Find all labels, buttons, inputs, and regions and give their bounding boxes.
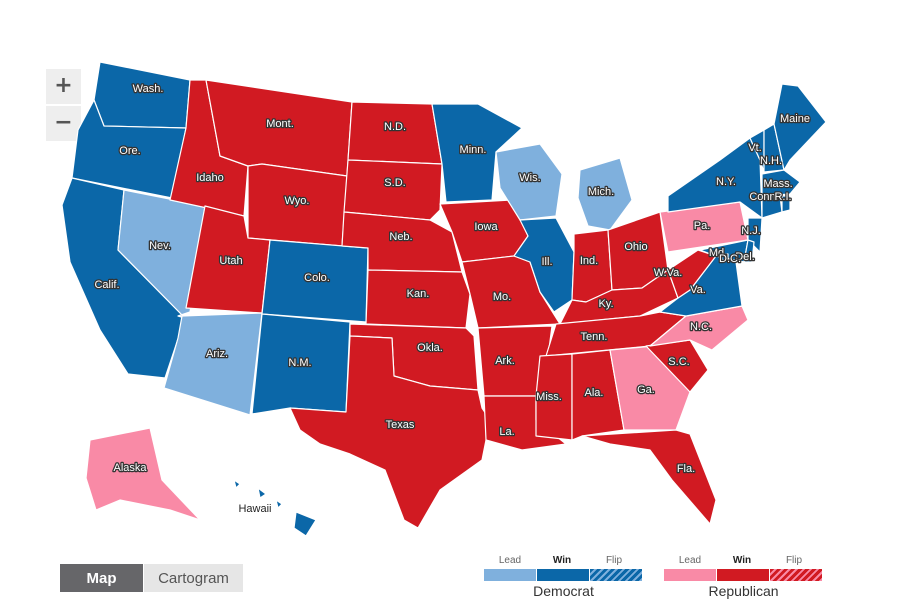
cartogram-view-button[interactable]: Cartogram	[144, 564, 243, 592]
state-label-mt: Mont.	[266, 118, 294, 130]
state-label-ms: Miss.	[536, 391, 562, 403]
legend-rep-lead-label: Lead	[678, 555, 702, 566]
legend-republican: Lead Win Flip Republican	[664, 555, 823, 599]
state-hi[interactable]	[233, 479, 317, 537]
state-label-de: Del.	[735, 251, 755, 263]
state-label-mn: Minn.	[460, 144, 487, 156]
state-label-sc: S.C.	[668, 356, 689, 368]
state-label-ia: Iowa	[474, 221, 498, 233]
legend-dem-lead-label: Lead	[498, 555, 522, 566]
us-election-map: Wash. Ore. Calif. Nev. Idaho Mont. Wyo. Utah Ari…	[61, 61, 827, 537]
state-wi[interactable]	[495, 143, 563, 221]
legend-dem-lead-swatch	[484, 569, 536, 581]
state-label-va: Va.	[690, 284, 706, 296]
state-label-ky: Ky.	[598, 298, 613, 310]
state-label-tn: Tenn.	[581, 331, 608, 343]
state-wv[interactable]	[667, 249, 717, 299]
state-il[interactable]	[513, 217, 575, 313]
state-ma[interactable]	[761, 169, 801, 197]
state-label-hi: Hawaii	[238, 503, 271, 515]
state-de[interactable]	[743, 239, 755, 263]
state-ks[interactable]	[365, 269, 471, 329]
state-label-mo: Mo.	[493, 291, 511, 303]
state-dc[interactable]	[721, 253, 729, 261]
state-label-wy: Wyo.	[285, 195, 310, 207]
state-ms[interactable]	[535, 353, 573, 441]
state-al[interactable]	[571, 349, 625, 441]
state-label-ak: Alaska	[113, 462, 147, 474]
state-label-pa: Pa.	[694, 220, 711, 232]
state-label-oh: Ohio	[624, 241, 647, 253]
state-label-il: Ill.	[542, 256, 553, 268]
state-mn[interactable]	[431, 103, 523, 203]
state-label-me: Maine	[780, 113, 810, 125]
state-label-ca: Calif.	[94, 279, 119, 291]
state-label-wi: Wis.	[519, 172, 540, 184]
legend-rep-win-swatch	[717, 569, 769, 581]
state-label-ut: Utah	[219, 255, 242, 267]
state-nd[interactable]	[347, 101, 443, 165]
state-label-ny: N.Y.	[716, 176, 736, 188]
legend-dem-flip-label: Flip	[605, 555, 623, 566]
map-view-button[interactable]: Map	[60, 564, 143, 592]
state-label-or: Ore.	[119, 145, 140, 157]
state-label-nj: N.J.	[741, 225, 761, 237]
legend-dem-win-swatch	[537, 569, 589, 581]
state-label-ks: Kan.	[407, 288, 430, 300]
state-label-id: Idaho	[196, 172, 224, 184]
state-label-nm: N.M.	[288, 357, 311, 369]
state-label-nv: Nev.	[149, 240, 171, 252]
state-label-vt: Vt.	[748, 142, 761, 154]
state-label-ne: Neb.	[389, 231, 412, 243]
state-label-in: Ind.	[580, 255, 598, 267]
zoom-out-button[interactable]: −	[46, 106, 81, 141]
state-label-co: Colo.	[304, 272, 330, 284]
state-label-ar: Ark.	[495, 355, 515, 367]
legend-rep-flip-label: Flip	[785, 555, 803, 566]
zoom-in-button[interactable]: +	[46, 69, 81, 104]
state-label-az: Ariz.	[206, 348, 228, 360]
state-label-sd: S.D.	[384, 177, 405, 189]
legend-dem-party: Democrat	[533, 583, 594, 599]
state-label-wv: W.Va.	[654, 267, 683, 279]
legend-democrat: Lead Win Flip Democrat	[484, 555, 643, 599]
state-fl[interactable]	[581, 429, 717, 525]
state-label-nd: N.D.	[384, 121, 406, 133]
state-label-ct: Conn.	[749, 191, 778, 203]
state-label-al: Ala.	[585, 387, 604, 399]
state-label-mi: Mich.	[588, 186, 614, 198]
state-wa[interactable]	[93, 61, 191, 129]
state-label-nh: N.H.	[760, 155, 782, 167]
legend-rep-flip-swatch	[770, 569, 822, 581]
state-me[interactable]	[773, 83, 827, 171]
legend-rep-win-label: Win	[732, 555, 752, 566]
state-label-ga: Ga.	[637, 384, 655, 396]
state-label-md: Md.	[709, 247, 727, 259]
legend-dem-win-label: Win	[552, 555, 572, 566]
state-az[interactable]	[163, 312, 263, 416]
legend-rep-party: Republican	[708, 583, 779, 599]
legend-rep-lead-swatch	[664, 569, 716, 581]
state-ri[interactable]	[781, 195, 791, 213]
legend-dem-flip-swatch	[590, 569, 642, 581]
state-ak[interactable]	[85, 427, 201, 521]
state-label-dc: D.C.	[719, 253, 741, 265]
state-ny[interactable]	[667, 137, 763, 219]
state-label-ma: Mass.	[763, 178, 792, 190]
state-label-wa: Wash.	[133, 83, 164, 95]
state-label-ri: R.I.	[774, 191, 791, 203]
state-label-la: La.	[499, 426, 514, 438]
state-sd[interactable]	[343, 159, 443, 221]
state-label-tx: Texas	[386, 419, 415, 431]
state-label-fl: Fla.	[677, 463, 695, 475]
state-label-ok: Okla.	[417, 342, 443, 354]
state-label-nc: N.C.	[690, 321, 712, 333]
